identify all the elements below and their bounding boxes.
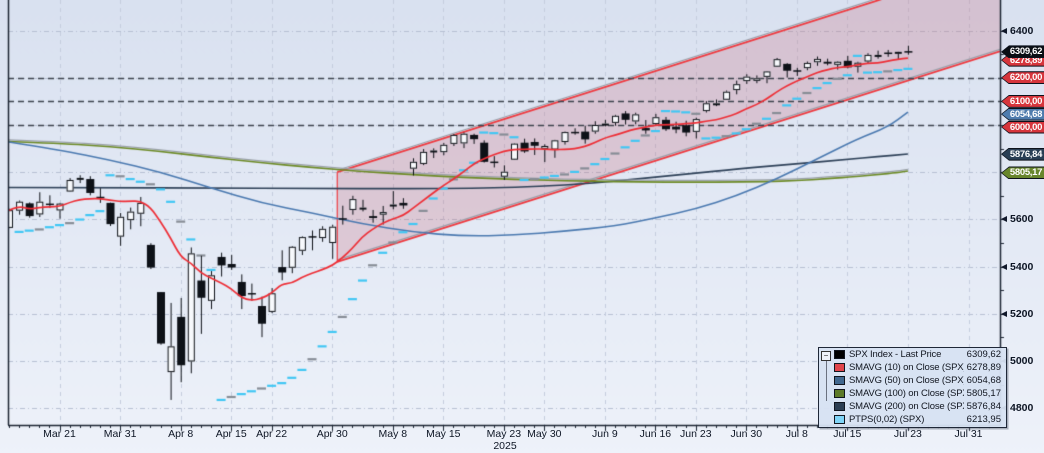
date-tick-label: Jun 23 <box>680 428 712 440</box>
price-tag-smavg50: 6054,68 <box>1001 107 1044 121</box>
right-axis-label-5600: 5600 <box>1001 213 1033 226</box>
date-tick-label: Mar 31 <box>103 428 137 440</box>
legend-value: 6054,68 <box>966 375 1001 386</box>
legend-row[interactable]: SMAVG (200) on Close (SPX) 5876,84 <box>819 400 1006 413</box>
legend-label: PTPS(0,02) (SPX) <box>849 414 925 425</box>
date-tick-label: Jun 30 <box>730 428 763 440</box>
legend-value: 6213,95 <box>966 414 1001 425</box>
tick-arrow-icon <box>1001 216 1007 223</box>
legend-label: SMAVG (50) on Close (SPX) <box>849 375 964 386</box>
legend-swatch-icon <box>834 376 845 385</box>
right-axis-value: 5600 <box>1010 213 1034 226</box>
price-tag-value: 6200,00 <box>1002 72 1044 84</box>
legend-swatch-icon <box>834 363 845 372</box>
legend-value: 6278,89 <box>966 362 1001 373</box>
legend-row[interactable]: PTPS(0,02) (SPX) 6213,95 <box>819 413 1006 426</box>
price-tag-smavg200: 5876,84 <box>1001 147 1044 161</box>
date-tick-label: May 23 <box>486 428 522 440</box>
legend-label: SPX Index - Last Price <box>849 349 942 360</box>
right-axis-value: 5400 <box>1010 260 1034 273</box>
year-label: 2025 <box>493 440 517 452</box>
legend-value: 5805,17 <box>966 388 1001 399</box>
legend-row[interactable]: SMAVG (50) on Close (SPX) 6054,68 <box>819 374 1006 387</box>
legend-value: 6309,62 <box>966 349 1001 360</box>
price-tag-value: 6309,62 <box>1002 46 1044 58</box>
legend-row[interactable]: SPX Index - Last Price 6309,62 <box>819 348 1006 361</box>
date-tick-label: Jun 16 <box>639 428 672 440</box>
legend-row[interactable]: SMAVG (10) on Close (SPX) 6278,89 <box>819 361 1006 374</box>
date-tick-label: Apr 30 <box>316 428 348 440</box>
date-tick-label: Jul 15 <box>833 428 862 440</box>
right-axis-value: 4800 <box>1010 402 1034 415</box>
date-tick-label: Apr 22 <box>256 428 288 440</box>
legend-value: 5876,84 <box>966 401 1001 412</box>
price-tag-value: 6000,00 <box>1002 121 1044 133</box>
tick-arrow-icon <box>1001 27 1007 34</box>
date-tick-label: Jun 9 <box>592 428 618 440</box>
date-tick-label: Jul 31 <box>954 428 983 440</box>
tick-arrow-icon <box>1001 263 1007 270</box>
legend-panel: − SPX Index - Last Price 6309,62 SMAVG (10… <box>818 347 1007 428</box>
price-tag-alert-line[interactable]: 6200,00 <box>1001 71 1044 85</box>
price-tag-value: 5805,17 <box>1002 167 1044 179</box>
date-tick-label: Jul 8 <box>785 428 808 440</box>
legend-swatch-icon <box>834 415 845 424</box>
date-tick-label: Apr 8 <box>168 428 194 440</box>
price-tag-value: 6278,89 <box>1002 54 1044 66</box>
price-tag-value: 5876,84 <box>1002 148 1044 160</box>
date-tick-label: May 30 <box>527 428 562 440</box>
legend-swatch-icon <box>834 389 845 398</box>
date-tick-label: Mar 21 <box>43 428 76 440</box>
price-tag-smavg100: 5805,17 <box>1001 166 1044 180</box>
price-tag-alert-line[interactable]: 6100,00 <box>1001 94 1044 108</box>
legend-row[interactable]: SMAVG (100) on Close (SPX) 5805,17 <box>819 387 1006 400</box>
legend-label: SMAVG (100) on Close (SPX) <box>849 388 964 399</box>
date-tick-label: Apr 15 <box>215 428 247 440</box>
legend-label: SMAVG (200) on Close (SPX) <box>849 401 964 412</box>
right-axis-value: 5200 <box>1010 307 1034 320</box>
date-tick-label: May 8 <box>378 428 408 440</box>
legend-swatch-icon <box>834 402 845 411</box>
price-tag-value: 6100,00 <box>1002 95 1044 107</box>
right-axis-value: 6400 <box>1010 24 1034 37</box>
right-axis-label-6400: 6400 <box>1001 24 1033 37</box>
legend-tree-line <box>826 358 827 401</box>
price-tag-value: 6054,68 <box>1002 108 1044 120</box>
legend-label: SMAVG (10) on Close (SPX) <box>849 362 964 373</box>
date-tick-label: Jul 23 <box>893 428 922 440</box>
right-axis-value: 5000 <box>1010 355 1034 367</box>
price-tag-alert-line[interactable]: 6000,00 <box>1001 120 1044 134</box>
legend-swatch-icon <box>834 350 845 359</box>
legend-collapse-icon[interactable]: − <box>821 351 831 361</box>
date-tick-label: May 15 <box>426 428 461 440</box>
right-axis-label-5200: 5200 <box>1001 307 1033 320</box>
price-tag-last-price: 6309,62 <box>1001 45 1044 59</box>
tick-arrow-icon <box>1001 310 1007 317</box>
right-axis-label-5400: 5400 <box>1001 260 1033 273</box>
